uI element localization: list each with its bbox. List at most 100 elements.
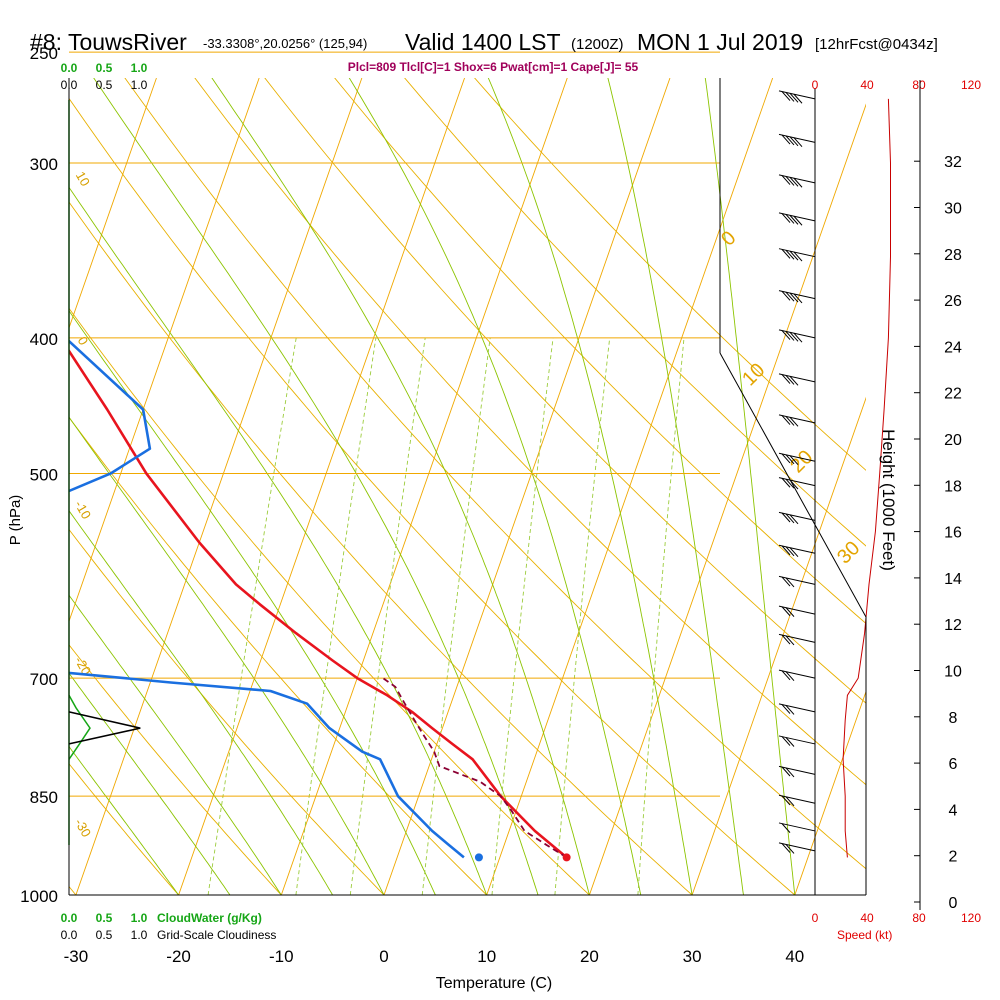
temperature-tick-label: 10 [477, 947, 496, 966]
sounding-indices: Plcl=809 Tlcl[C]=1 Shox=6 Pwat[cm]=1 Cap… [348, 60, 639, 74]
pressure-tick-label: 1000 [20, 887, 58, 906]
series-parcel-line [382, 677, 568, 859]
station-title: #8: TouwsRiver [30, 29, 187, 55]
wind-barb [778, 477, 816, 490]
moist-adiabat [704, 78, 796, 895]
dry-adiabat [69, 644, 282, 895]
isotherm-line [0, 78, 54, 895]
mixing-ratio-label: 20 [609, 899, 630, 919]
wind-barb [778, 544, 816, 558]
moist-adiabat [69, 416, 385, 895]
pressure-tick-label: 850 [30, 788, 58, 807]
wind-barb [778, 575, 816, 588]
moist-adiabat-label: 10 [738, 359, 769, 390]
dry-adiabat [194, 78, 866, 786]
height-tick-label: 2 [949, 849, 958, 866]
wind-barb [778, 822, 816, 833]
moist-adiabat [348, 78, 642, 895]
wind-barb [778, 248, 816, 262]
isotherm-line [69, 78, 260, 623]
wind-barb [778, 212, 816, 226]
cloudwater-tick-label: 1.0 [131, 911, 148, 925]
cloudwater-tick-label: 0.5 [96, 911, 113, 925]
mixing-ratio-line [207, 337, 297, 895]
wind-speed-line [842, 98, 891, 858]
temperature-tick-label: 0 [379, 947, 388, 966]
cloudiness-tick-label: 0.5 [96, 78, 113, 92]
moist-adiabat [69, 594, 282, 895]
isobars [69, 51, 720, 896]
height-tick-label: 22 [944, 386, 962, 403]
cloudiness-tick-label: 1.0 [131, 928, 148, 942]
pressure-tick-label: 250 [30, 44, 58, 63]
isotherm-line [69, 78, 157, 330]
dry-adiabat-label: 10 [73, 169, 93, 189]
y-axis-title: P (hPa) [7, 495, 24, 546]
wind-barb [778, 90, 816, 104]
wind-barb [778, 842, 816, 854]
pressure-tick-label: 500 [30, 466, 58, 485]
speed-tick-label: 0 [812, 911, 819, 925]
isotherm-line [178, 78, 465, 895]
height-tick-label: 12 [944, 617, 962, 634]
height-tick-label: 18 [944, 478, 962, 495]
isotherm-line [691, 396, 866, 895]
data-series [69, 339, 568, 859]
moist-adiabat [69, 745, 179, 895]
mixing-ratio-line [491, 337, 554, 895]
cloudwater-tick-label: 0.5 [96, 61, 113, 75]
isotherm-line [588, 103, 866, 895]
surface-temperature-marker [562, 853, 571, 862]
cloudiness-tick-label: 0.0 [61, 928, 78, 942]
moist-adiabat-label: 20 [786, 446, 817, 477]
speed-tick-label: 80 [912, 78, 926, 92]
wind-barb [778, 452, 816, 466]
wind-barb [778, 605, 816, 617]
moist-adiabat [69, 310, 436, 895]
dry-adiabat [474, 78, 866, 471]
wind-barb [778, 329, 816, 343]
height-tick-label: 10 [944, 664, 962, 681]
speed-axis-title: Speed (kt) [837, 928, 892, 942]
speed-tick-label: 40 [860, 911, 874, 925]
height-tick-label: 24 [944, 339, 962, 356]
side-panels [68, 88, 891, 895]
pressure-tick-label: 300 [30, 155, 58, 174]
temperature-tick-label: -10 [269, 947, 294, 966]
temperature-tick-label: 30 [683, 947, 702, 966]
series-dewpoint-line [69, 339, 465, 859]
dry-adiabat [69, 763, 179, 895]
speed-tick-label: 120 [961, 78, 981, 92]
cloudwater-tick-label: 0.0 [61, 61, 78, 75]
speed-tick-label: 80 [912, 911, 926, 925]
utc-time: (1200Z) [571, 36, 624, 53]
wind-barb [778, 414, 816, 427]
temperature-tick-label: -20 [166, 947, 191, 966]
forecast-date: MON 1 Jul 2019 [637, 29, 803, 55]
dry-adiabat [69, 528, 385, 895]
speed-tick-label: 0 [812, 78, 819, 92]
mixing-ratio-label: 3 [354, 902, 370, 917]
moist-adiabat [69, 510, 333, 895]
forecast-run: [12hrFcst@0434z] [815, 36, 938, 53]
height-axis-title: Height (1000 Feet) [879, 429, 898, 571]
height-tick-label: 30 [944, 201, 962, 218]
dry-adiabat [334, 78, 866, 625]
dry-adiabat-label: -10 [72, 498, 94, 522]
dry-adiabat [69, 201, 693, 895]
moist-adiabat [69, 672, 231, 895]
wind-barb [778, 703, 816, 715]
cloudiness-tick-label: 1.0 [131, 78, 148, 92]
cloudwater-axis-title: CloudWater (g/Kg) [157, 911, 262, 925]
moist-adiabat [487, 78, 693, 895]
height-tick-label: 8 [949, 710, 958, 727]
moist-adiabat-label: 30 [833, 537, 864, 568]
temperature-tick-label: 20 [580, 947, 599, 966]
wind-barb [778, 133, 816, 148]
cloudwater-tick-label: 1.0 [131, 61, 148, 75]
mixing-ratio-label: 5 [416, 902, 432, 917]
dry-adiabat [124, 78, 866, 870]
dry-adiabat [404, 78, 866, 547]
